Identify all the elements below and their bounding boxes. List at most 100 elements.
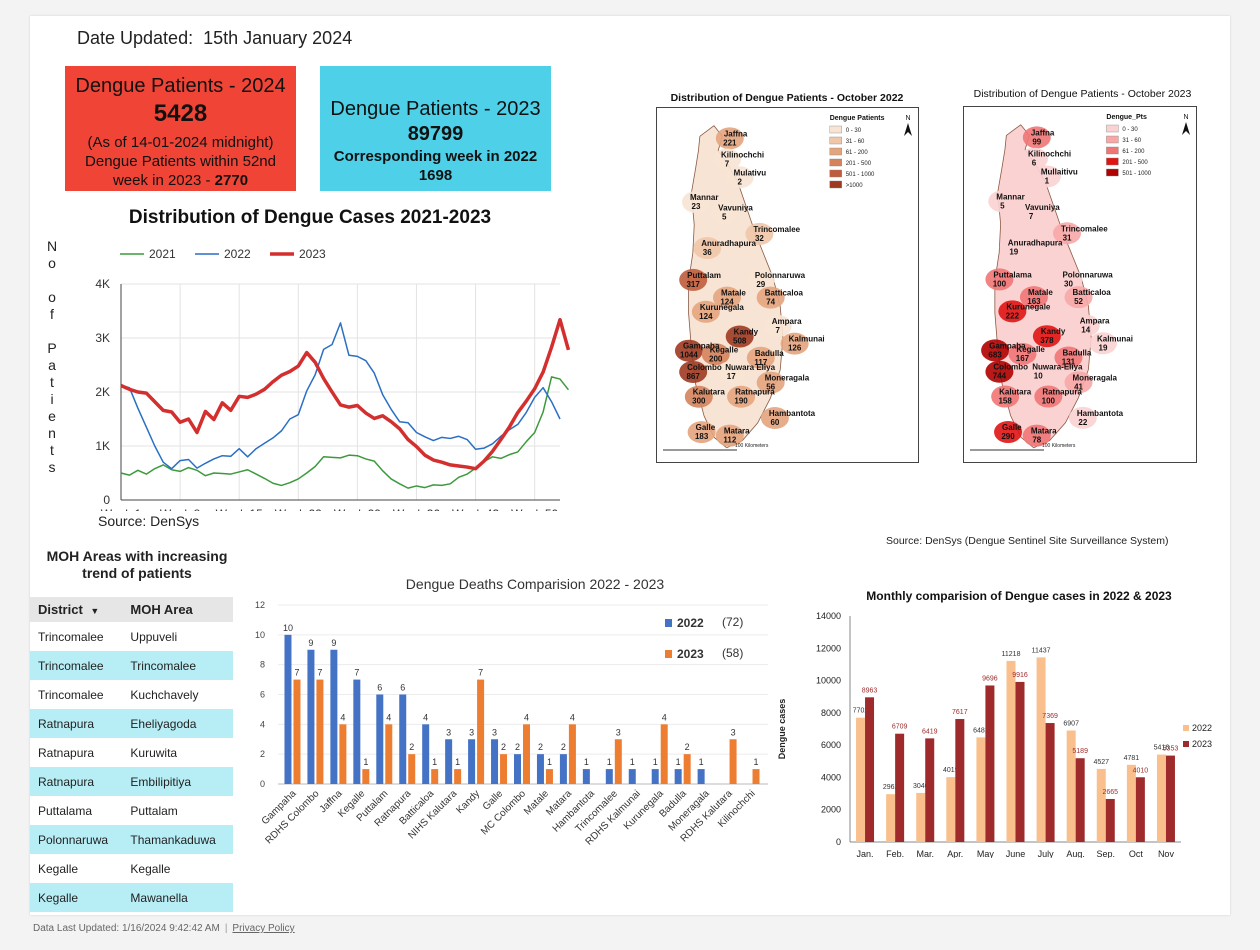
data-label: 6 xyxy=(377,683,382,693)
district-name-galle: Galle xyxy=(696,423,716,432)
district-value-gampaha: 1044 xyxy=(680,351,698,360)
data-label: 3 xyxy=(731,727,736,737)
x-tick-label: Week 43 xyxy=(452,507,499,511)
sort-down-icon[interactable]: ▼ xyxy=(90,606,100,616)
x-tick-label: Week 36 xyxy=(393,507,440,511)
y-tick-label: 6 xyxy=(260,690,265,700)
district-name-kandy: Kandy xyxy=(1041,327,1066,336)
district-value-kandy: 378 xyxy=(1040,336,1054,345)
table-row[interactable]: Trincomalee Uppuveli xyxy=(30,622,233,651)
district-region xyxy=(693,237,722,260)
district-region xyxy=(1032,325,1061,348)
x-tick-label: Oct xyxy=(1129,849,1144,858)
district-region xyxy=(712,286,741,309)
table-row[interactable]: Kegalle Mawanella xyxy=(30,883,233,912)
table-row[interactable]: Kegalle Kegalle xyxy=(30,854,233,883)
table-row[interactable]: Puttalama Puttalam xyxy=(30,796,233,825)
district-name-nuwara-eliya: Nuwara-Eliya xyxy=(1032,363,1083,372)
y-tick-label: 2K xyxy=(95,385,110,399)
legend-label: 201 - 500 xyxy=(1122,160,1148,166)
legend-swatch xyxy=(829,158,842,167)
x-tick-label: June xyxy=(1006,849,1026,858)
bar-2022 xyxy=(1156,754,1166,842)
district-name-puttalama: Puttalama xyxy=(993,270,1032,279)
district-region xyxy=(985,268,1014,291)
bar-2022 xyxy=(886,794,896,842)
data-label: 7 xyxy=(354,668,359,678)
line-chart: 0 1K 2K 3K 4K Week 1 Week 8 Week 15 Week 22 Week … xyxy=(95,247,570,511)
district-name-badulla: Badulla xyxy=(1062,349,1091,358)
bar-2023 xyxy=(545,769,553,784)
district-region xyxy=(1032,165,1061,188)
table-row[interactable]: Polonnaruwa Thamankaduwa xyxy=(30,825,233,854)
x-tick-label: Week 22 xyxy=(275,507,322,511)
district-region xyxy=(746,268,775,291)
district-cell: Kegalle xyxy=(30,883,123,912)
district-value-kurunegale: 222 xyxy=(1006,311,1020,320)
district-region xyxy=(780,332,809,355)
district-region xyxy=(727,385,756,408)
data-label: 5353 xyxy=(1163,746,1179,753)
kpi-card-2023: Dengue Patients - 2023 89799 Correspondi… xyxy=(320,66,551,191)
district-cell: Trincomalee xyxy=(38,629,104,644)
data-label: 7369 xyxy=(1042,713,1058,720)
district-region xyxy=(756,286,785,309)
district-name-hambantota: Hambantota xyxy=(1077,409,1124,418)
table-row[interactable]: Ratnapura Embilipitiya xyxy=(30,767,233,796)
data-label: 10 xyxy=(283,623,293,633)
district-value-kegalle: 167 xyxy=(1016,354,1030,363)
district-value-kalmunai: 126 xyxy=(788,344,802,353)
y-tick-label: 10000 xyxy=(816,676,841,686)
data-label: 6419 xyxy=(922,728,938,735)
moh-col-district-label: District xyxy=(38,602,83,617)
data-label: 3 xyxy=(446,727,451,737)
district-value-polonnaruwa: 29 xyxy=(756,280,765,289)
x-tick-label: Week 29 xyxy=(334,507,381,511)
district-value-trincomalee: 32 xyxy=(755,234,764,243)
legend-total-2023: (58) xyxy=(722,646,743,660)
map-2022-title: Distribution of Dengue Patients - Octobe… xyxy=(670,92,904,104)
district-value-matale: 124 xyxy=(720,298,734,307)
district-name-kegalle: Kegalle xyxy=(1016,345,1045,354)
scale-label: 100 Kilometers xyxy=(735,443,769,449)
district-region xyxy=(988,190,1017,213)
district-name-mulativu: Mulativu xyxy=(734,168,767,177)
data-label: 7 xyxy=(478,668,483,678)
data-label: 4019 xyxy=(943,767,959,774)
table-row[interactable]: Ratnapura Eheliyagoda xyxy=(30,709,233,738)
bar-2023 xyxy=(729,739,737,784)
privacy-policy-link[interactable]: Privacy Policy xyxy=(232,923,295,934)
data-label: 7617 xyxy=(952,709,968,716)
moh-col-district[interactable]: District ▼ xyxy=(30,597,123,622)
moh-col-area[interactable]: MOH Area xyxy=(122,597,233,622)
legend-label-2022: 2022 xyxy=(1192,723,1212,733)
data-label: 3 xyxy=(616,727,621,737)
district-region xyxy=(1064,371,1093,394)
district-cell: Trincomalee xyxy=(30,651,123,680)
data-label: 4 xyxy=(524,712,529,722)
legend-swatch xyxy=(829,147,842,156)
bar-2022 xyxy=(582,769,590,784)
legend-label: 501 - 1000 xyxy=(846,172,875,178)
district-value-matale: 163 xyxy=(1027,297,1041,306)
data-label: 3 xyxy=(469,727,474,737)
y-tick-label: 4000 xyxy=(821,772,841,782)
ylabel-char: n xyxy=(48,425,56,441)
district-region xyxy=(691,300,720,323)
bar-2022 xyxy=(514,754,521,784)
district-value-ampara: 14 xyxy=(1081,326,1090,335)
district-value-kegalle: 200 xyxy=(709,354,723,363)
data-label: 11218 xyxy=(1002,651,1021,658)
bar-2023 xyxy=(752,769,760,784)
data-label: 4 xyxy=(340,712,345,722)
table-row[interactable]: Trincomalee Trincomalee xyxy=(30,651,233,680)
table-row[interactable]: Ratnapura Kuruwita xyxy=(30,738,233,767)
table-row[interactable]: Trincomalee Kuchchavely xyxy=(30,680,233,709)
y-axis-label: Dengue cases xyxy=(777,699,787,760)
moh-area-cell: Trincomalee xyxy=(122,651,233,680)
district-name-kandy: Kandy xyxy=(734,328,759,337)
district-value-nuwara-eliya: 17 xyxy=(727,372,736,381)
district-cell: Ratnapura xyxy=(30,767,123,796)
kpi-2024-sub-value: 2770 xyxy=(214,172,249,189)
district-name-trincomalee: Trincomalee xyxy=(753,225,800,234)
